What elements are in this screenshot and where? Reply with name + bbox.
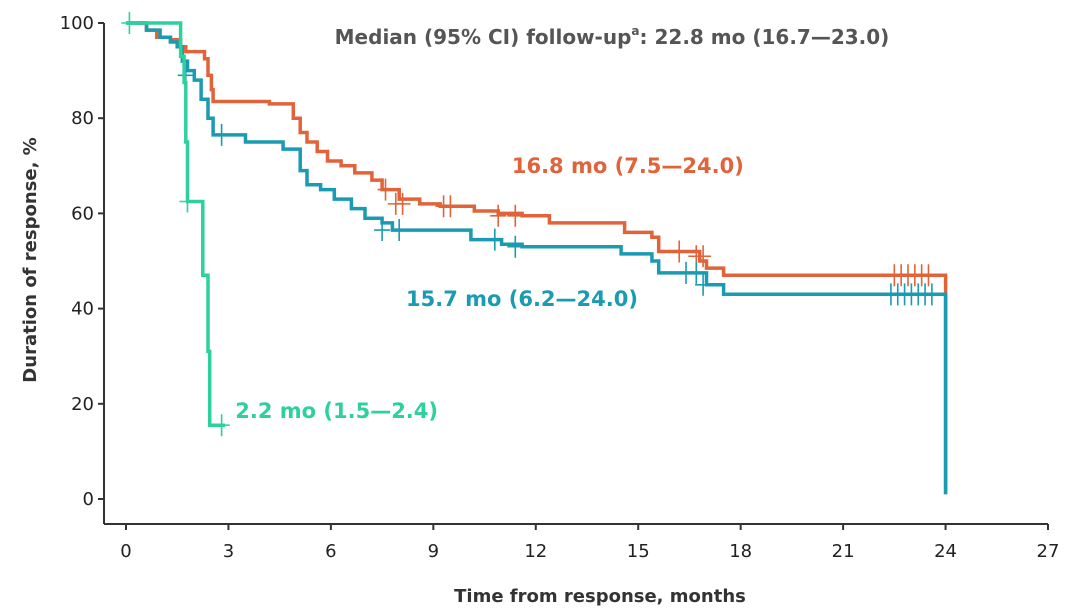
censor-mark	[671, 240, 688, 263]
series-line	[126, 21, 948, 495]
y-axis-title: Duration of response, %	[20, 137, 41, 382]
y-tick-label: 0	[83, 489, 94, 510]
censor-mark	[121, 12, 138, 34]
y-tick-label: 40	[71, 299, 94, 320]
censor-mark	[920, 264, 937, 287]
censor-mark	[179, 190, 196, 213]
censor-mark	[695, 273, 712, 296]
series-1	[126, 21, 948, 495]
censor-mark	[490, 204, 507, 227]
median-annotation: 2.2 mo (1.5—2.4)	[235, 399, 438, 423]
median-annotation: 16.8 mo (7.5—24.0)	[512, 154, 744, 178]
follow-up-note: Median (95% CI) follow-upa: 22.8 mo (16.…	[335, 24, 890, 49]
x-tick-label: 18	[729, 541, 752, 562]
series-layer	[121, 12, 948, 495]
y-tick-label: 80	[71, 108, 94, 129]
censor-mark	[442, 195, 459, 218]
x-tick-label: 9	[428, 541, 439, 562]
censor-mark	[391, 219, 408, 242]
series-line	[126, 21, 948, 495]
censor-mark	[923, 283, 940, 306]
censor-mark	[486, 228, 503, 251]
follow-up-note-prefix: Median (95% CI) follow-up	[335, 25, 632, 49]
series-0	[126, 21, 948, 495]
censor-mark	[695, 245, 712, 268]
censor-mark	[377, 178, 394, 201]
x-axis-title: Time from response, months	[454, 586, 746, 607]
x-tick-label: 21	[832, 541, 855, 562]
follow-up-note-suffix: : 22.8 mo (16.7—23.0)	[640, 25, 890, 49]
censor-mark	[213, 123, 230, 146]
y-tick-label: 20	[71, 394, 94, 415]
x-tick-label: 12	[524, 541, 547, 562]
x-tick-label: 3	[223, 541, 234, 562]
x-tick-label: 15	[627, 541, 650, 562]
censor-mark	[213, 414, 230, 437]
x-tick-label: 0	[120, 541, 131, 562]
censor-mark	[507, 204, 524, 227]
x-tick-label: 27	[1037, 541, 1060, 562]
y-tick-label: 100	[60, 13, 94, 34]
censor-mark	[507, 235, 524, 258]
censor-mark	[394, 192, 411, 215]
x-tick-label: 6	[325, 541, 336, 562]
censor-mark	[374, 219, 391, 242]
axes: 0 20 40 60 80 100 0 3 6 9 12 15 18 21 24 27	[60, 13, 1060, 562]
censor-mark	[688, 261, 705, 284]
y-tick-label: 60	[71, 203, 94, 224]
median-annotation: 15.7 mo (6.2—24.0)	[406, 287, 638, 311]
x-tick-label: 24	[934, 541, 957, 562]
follow-up-note-superscript: a	[631, 24, 639, 38]
annotation-layer: 16.8 mo (7.5—24.0) 15.7 mo (6.2—24.0) 2.2 …	[235, 154, 744, 423]
series-2	[121, 12, 230, 437]
